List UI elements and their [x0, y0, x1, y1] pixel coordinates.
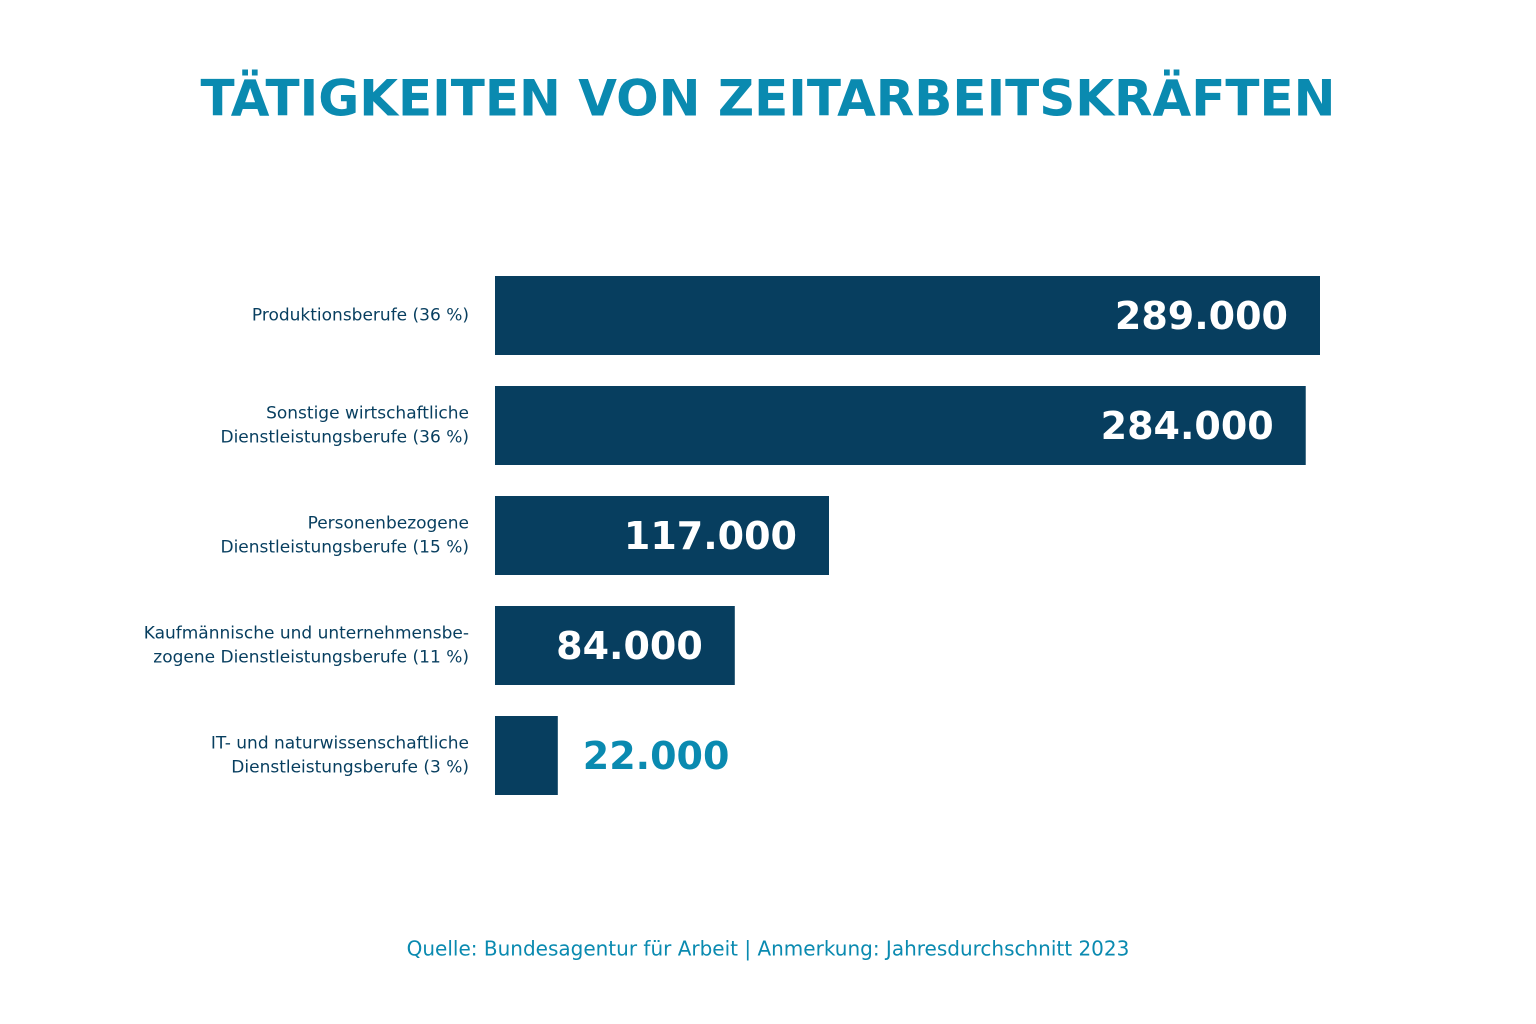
category-label: Dienstleistungsberufe (15 %)	[220, 538, 469, 558]
value-label: 289.000	[1115, 294, 1288, 338]
category-label: zogene Dienstleistungsberufe (11 %)	[153, 648, 469, 668]
value-label: 117.000	[624, 514, 797, 558]
category-label: Dienstleistungsberufe (36 %)	[220, 428, 469, 448]
category-label: Personenbezogene	[308, 514, 469, 534]
category-label: IT- und naturwissenschaftliche	[211, 734, 469, 754]
value-label: 22.000	[583, 734, 730, 778]
bar	[495, 716, 558, 795]
category-label: Dienstleistungsberufe (3 %)	[231, 758, 469, 778]
bar	[495, 386, 1306, 465]
value-label: 84.000	[556, 624, 703, 668]
source-note: Quelle: Bundesagentur für Arbeit | Anmer…	[407, 937, 1130, 961]
category-label: Produktionsberufe (36 %)	[252, 306, 469, 326]
value-label: 284.000	[1101, 404, 1274, 448]
bar	[495, 276, 1320, 355]
category-label: Kaufmännische und unternehmensbe-	[144, 624, 469, 644]
category-label: Sonstige wirtschaftliche	[266, 404, 469, 424]
chart-title: TÄTIGKEITEN VON ZEITARBEITSKRÄFTEN	[200, 70, 1335, 128]
bar	[495, 606, 735, 685]
bar	[495, 496, 829, 575]
